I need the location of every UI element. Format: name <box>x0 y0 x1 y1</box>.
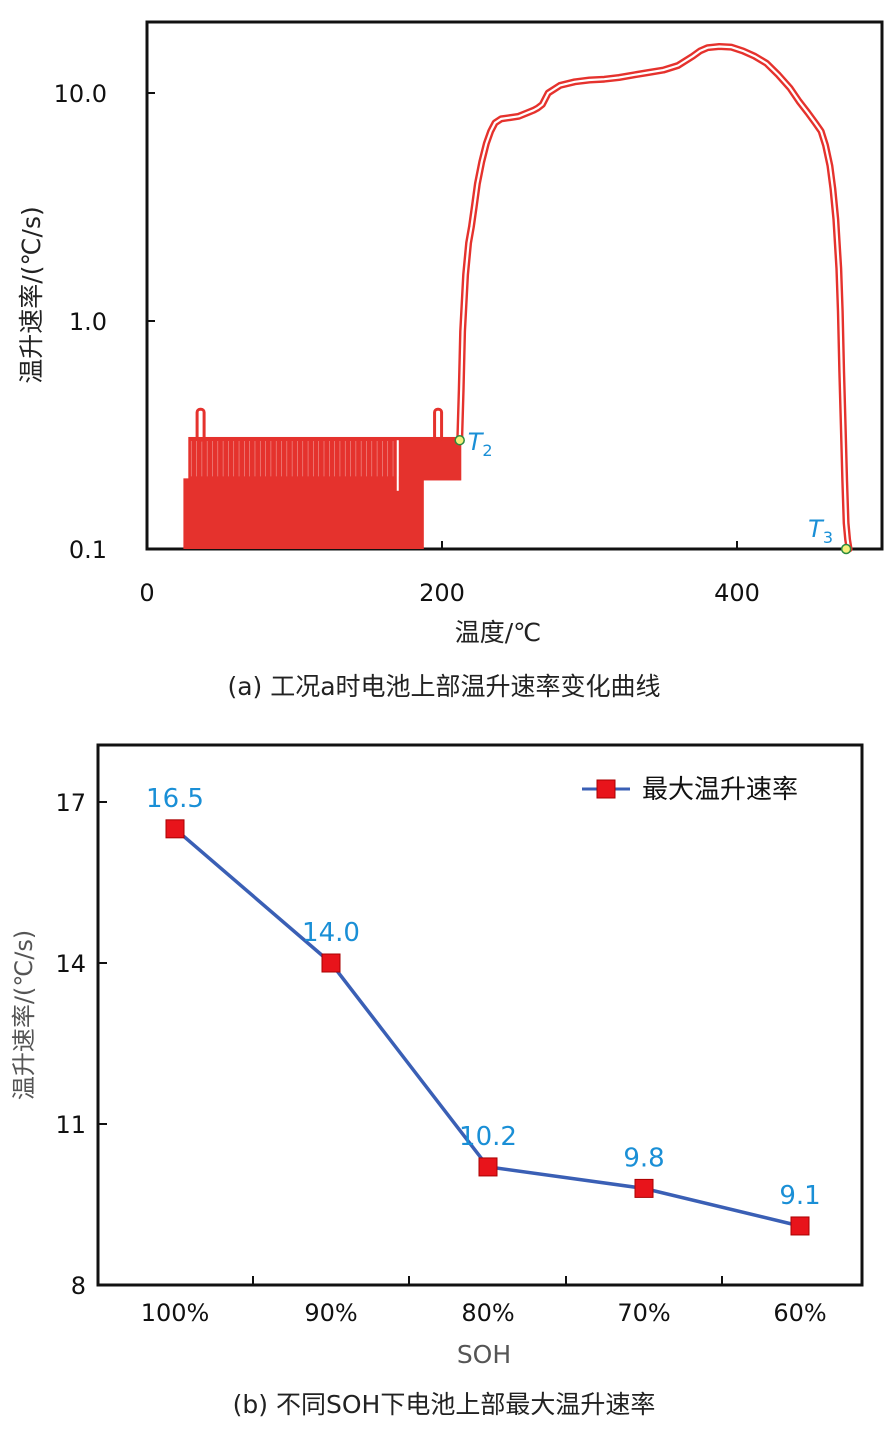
chart-a-x-tick-label: 0 <box>139 579 154 607</box>
chart-b-y-tick-label: 14 <box>55 950 86 978</box>
chart-a-series-line <box>456 43 853 553</box>
chart-b-ticks: 100% 90% 80% 70% 60% 8 11 14 17 <box>55 789 826 1327</box>
chart-b-data-label: 16.5 <box>146 784 204 814</box>
chart-b-point <box>478 1157 498 1177</box>
chart-a-y-tick-label: 1.0 <box>69 308 107 336</box>
chart-a-annotation-label: T2 <box>468 428 493 460</box>
chart-b-point <box>634 1178 654 1198</box>
chart-b-x-tick-label: 70% <box>617 1299 670 1327</box>
chart-a-plot-frame <box>145 20 884 551</box>
chart-b-y-tick-label: 17 <box>55 789 86 817</box>
chart-b-data-label: 14.0 <box>302 918 360 948</box>
chart-a-noise-region <box>183 407 462 549</box>
chart-b-data-labels: 16.5 14.0 10.2 9.8 9.1 <box>146 784 821 1211</box>
chart-b-legend-marker <box>596 779 616 799</box>
chart-a-noise-spike <box>433 407 444 442</box>
chart-a-line-group <box>456 43 853 553</box>
chart-b: 100% 90% 80% 70% 60% 8 11 14 17 16.5 14.0 10.2 9.8 9… <box>10 743 864 1419</box>
chart-a-x-tick-label: 400 <box>714 579 760 607</box>
chart-b-y-tick-label: 8 <box>71 1272 86 1300</box>
chart-a-noise-lower <box>183 478 424 549</box>
chart-a: 0 200 400 0.1 1.0 10.0 T2 T3 温度/℃ 温升速率/(℃/s) (… <box>17 20 884 701</box>
chart-a-annotation-label: T3 <box>808 515 833 547</box>
chart-b-x-label: SOH <box>457 1340 511 1369</box>
chart-b-caption: (b) 不同SOH下电池上部最大温升速率 <box>233 1390 656 1419</box>
chart-a-caption: (a) 工况a时电池上部温升速率变化曲线 <box>227 672 660 701</box>
chart-a-noise-step <box>400 440 462 481</box>
chart-a-x-label: 温度/℃ <box>455 618 542 647</box>
chart-a-annotations: T2 T3 <box>454 428 852 555</box>
chart-b-x-tick-label: 90% <box>304 1299 357 1327</box>
chart-b-line-group <box>165 819 810 1236</box>
chart-a-annotation-point <box>454 434 465 446</box>
chart-b-point <box>790 1216 810 1236</box>
chart-b-data-label: 9.8 <box>623 1143 664 1173</box>
chart-a-series-line-inner <box>458 45 851 551</box>
chart-b-y-tick-label: 11 <box>55 1111 86 1139</box>
chart-b-x-tick-label: 60% <box>773 1299 826 1327</box>
chart-b-plot-frame <box>96 743 864 1287</box>
chart-b-point <box>321 953 341 973</box>
chart-b-data-label: 9.1 <box>779 1181 820 1211</box>
chart-b-data-label: 10.2 <box>459 1122 517 1152</box>
chart-a-annotation-point <box>840 543 852 555</box>
chart-b-legend: 最大温升速率 <box>582 775 798 805</box>
chart-a-x-tick-label: 200 <box>419 579 465 607</box>
chart-a-y-tick-label: 0.1 <box>69 536 107 564</box>
chart-b-legend-label: 最大温升速率 <box>642 775 798 805</box>
chart-a-ticks: 0 200 400 0.1 1.0 10.0 <box>54 80 760 607</box>
chart-b-x-tick-label: 100% <box>141 1299 210 1327</box>
chart-b-point <box>165 819 185 839</box>
chart-a-y-tick-label: 10.0 <box>54 80 107 108</box>
chart-a-y-label: 温升速率/(℃/s) <box>17 206 46 383</box>
chart-b-x-tick-label: 80% <box>461 1299 514 1327</box>
chart-b-y-label: 温升速率/(℃/s) <box>10 930 38 1100</box>
chart-a-noise-spike <box>195 407 206 442</box>
